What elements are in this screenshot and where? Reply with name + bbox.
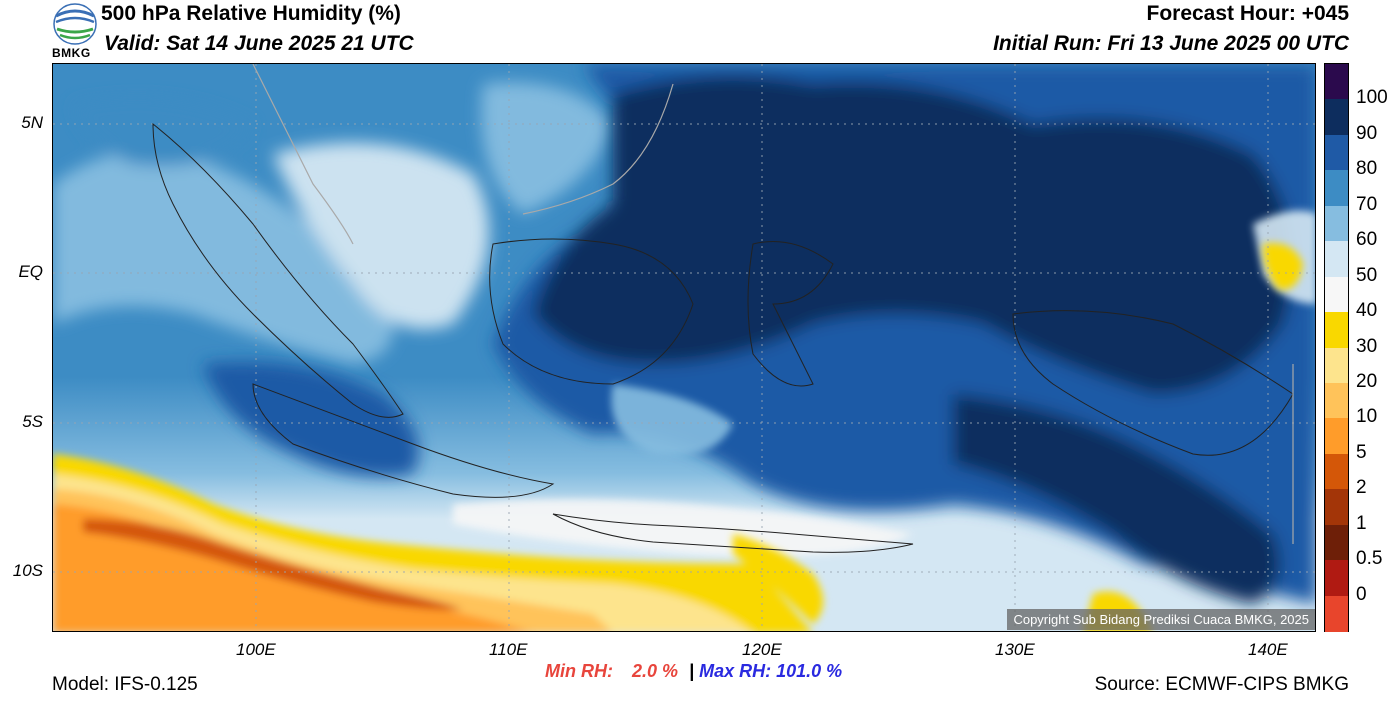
copyright-notice: Copyright Sub Bidang Prediksi Cuaca BMKG… [1007,609,1315,630]
colorbar-swatch [1325,241,1348,278]
colorbar-swatch [1325,312,1348,348]
colorbar-swatch [1325,453,1348,490]
colorbar-label: 2 [1356,477,1367,499]
colorbar-swatch [1325,170,1348,207]
colorbar-swatch [1325,64,1348,100]
colorbar-label: 80 [1356,158,1378,180]
map-panel [52,63,1316,632]
colorbar-swatch [1325,489,1348,526]
colorbar-label: 60 [1356,229,1378,251]
lon-label-130e: 130E [995,640,1035,659]
stats-separator: | [689,661,695,681]
colorbar-label: 1 [1356,512,1367,534]
humidity-field [53,64,1315,631]
map-title: 500 hPa Relative Humidity (%) [101,2,401,25]
colorbar-labels: 100 90 80 70 60 50 40 30 20 10 5 2 1 0.5 0 [1356,63,1400,632]
colorbar-label: 5 [1356,441,1367,463]
colorbar-label: 0.5 [1356,548,1383,570]
colorbar-swatch [1325,560,1348,597]
lat-label-5n: 5N [21,113,43,132]
lat-label-10s: 10S [12,561,43,580]
min-rh-value: 2.0 % [632,661,679,681]
colorbar-label: 70 [1356,193,1378,215]
logo-text: BMKG [52,46,91,60]
source-label: Source: ECMWF-CIPS BMKG [1094,674,1349,695]
colorbar-swatch [1325,382,1348,419]
colorbar-label: 20 [1356,370,1378,392]
max-rh-value: 101.0 % [776,661,843,681]
colorbar-label: 0 [1356,583,1367,605]
lat-label-5s: 5S [22,412,43,431]
colorbar-swatch [1325,524,1348,561]
colorbar-label: 100 [1356,87,1388,109]
lon-label-140e: 140E [1248,640,1288,659]
colorbar-swatch [1325,134,1348,171]
lon-label-120e: 120E [742,640,782,659]
bmkg-logo-icon [53,3,97,45]
max-rh-label: Max RH: [699,661,772,681]
colorbar-label: 10 [1356,406,1378,428]
lon-label-100e: 100E [236,640,276,659]
valid-time: Valid: Sat 14 June 2025 21 UTC [104,32,414,55]
rh-stats: Min RH: 2.0 % | Max RH: 101.0 % [545,661,842,682]
model-label: Model: IFS-0.125 [52,674,198,695]
lat-label-eq: EQ [18,262,43,281]
lon-label-110e: 110E [489,640,528,659]
colorbar-label: 50 [1356,264,1378,286]
bmkg-logo: BMKG [52,2,98,60]
colorbar-swatch [1325,418,1348,455]
colorbar [1324,63,1349,632]
initial-run: Initial Run: Fri 13 June 2025 00 UTC [993,32,1349,55]
coastlines [152,122,1294,553]
colorbar-swatch [1325,595,1348,632]
colorbar-label: 30 [1356,335,1378,357]
colorbar-swatch [1325,347,1348,384]
colorbar-label: 40 [1356,300,1378,322]
forecast-hour: Forecast Hour: +045 [1146,2,1350,25]
colorbar-swatch [1325,205,1348,242]
min-rh-label: Min RH: [545,661,613,681]
colorbar-swatch [1325,276,1348,313]
colorbar-label: 90 [1356,122,1378,144]
colorbar-swatch [1325,99,1348,136]
